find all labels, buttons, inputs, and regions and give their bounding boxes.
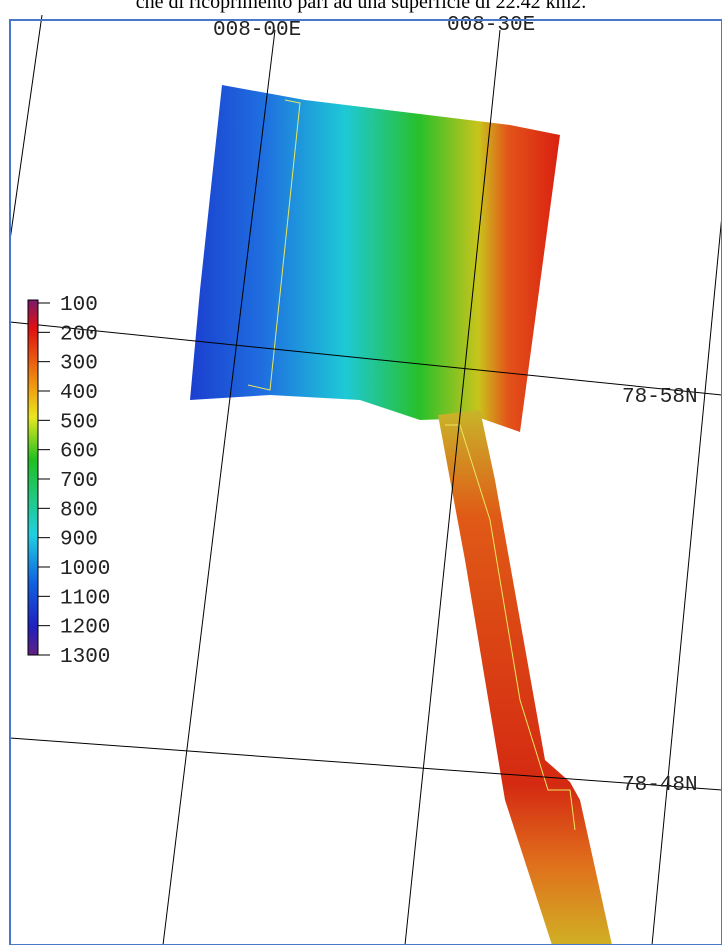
colorbar-label: 100 (60, 294, 98, 317)
colorbar-label: 400 (60, 382, 98, 405)
colorbar-label: 1300 (60, 646, 110, 669)
colorbar-label: 1200 (60, 617, 110, 640)
colorbar-label: 500 (60, 411, 98, 434)
lat-label: 78-48N (622, 774, 698, 797)
colorbar-label: 600 (60, 441, 98, 464)
lon-label: 008-30E (447, 14, 535, 37)
meridian (10, 15, 42, 240)
parallel (10, 738, 722, 790)
map: 008-00E 008-30E 78-58N 78-48N 100 200 300 4… (0, 0, 722, 945)
colorbar-label: 800 (60, 499, 98, 522)
colorbar-ticks: 100 200 300 400 500 600 700 800 900 1000 1100 1200 1… (38, 294, 110, 669)
survey-strip (438, 410, 612, 945)
lat-label: 78-58N (622, 386, 698, 409)
colorbar (28, 300, 38, 655)
lon-label: 008-00E (213, 19, 301, 42)
colorbar-label: 1000 (60, 558, 110, 581)
survey-block (190, 85, 560, 432)
screenshot: che di ricoprimento pari ad una superfic… (0, 0, 722, 945)
meridian (652, 215, 722, 945)
colorbar-label: 200 (60, 323, 98, 346)
colorbar-label: 700 (60, 470, 98, 493)
colorbar-label: 1100 (60, 587, 110, 610)
colorbar-label: 300 (60, 353, 98, 376)
colorbar-label: 900 (60, 529, 98, 552)
